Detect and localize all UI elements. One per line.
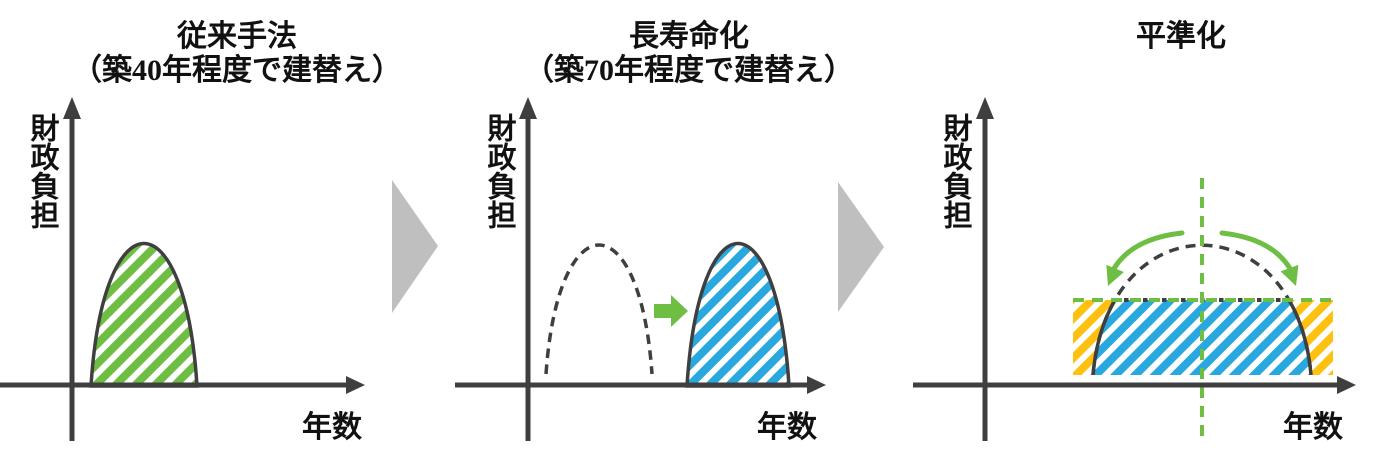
panel-title-line2: （築40年程度で建替え） bbox=[72, 54, 402, 87]
panel-conventional bbox=[0, 97, 365, 441]
y-axis-arrowhead-icon bbox=[63, 97, 81, 119]
y-axis-label: 財政負担 bbox=[26, 113, 58, 229]
shift-right-arrow-icon bbox=[654, 295, 688, 327]
panel-title-leveling: 平準化 bbox=[1136, 20, 1226, 54]
panel-title-conventional: 従来手法 （築40年程度で建替え） bbox=[72, 20, 402, 88]
x-axis-label: 年数 bbox=[757, 411, 817, 444]
panel-life-extension bbox=[455, 97, 826, 441]
y-axis-arrowhead-icon bbox=[519, 97, 537, 119]
cost-peak-blue-hatched bbox=[685, 241, 791, 388]
x-axis-arrowhead-icon bbox=[807, 376, 826, 394]
panel-title-line2: （築70年程度で建替え） bbox=[524, 54, 854, 87]
x-axis-label: 年数 bbox=[302, 411, 362, 444]
panel-title-life-extension: 長寿命化 （築70年程度で建替え） bbox=[524, 20, 854, 88]
panel-title-line1: 従来手法 bbox=[177, 20, 297, 53]
panel-leveling bbox=[913, 97, 1356, 443]
original-peak-solid-in-band bbox=[1091, 300, 1313, 375]
spread-right-arrowhead-icon bbox=[1280, 264, 1299, 286]
previous-peak-dashed-outline bbox=[544, 243, 654, 375]
panel-title-line1: 長寿命化 bbox=[629, 20, 749, 53]
spread-right-arc bbox=[1219, 230, 1296, 277]
y-axis-arrowhead-icon bbox=[976, 97, 994, 119]
step-arrow-1-icon bbox=[392, 180, 438, 313]
cost-peak-green-hatched bbox=[89, 241, 199, 388]
x-axis-arrowhead-icon bbox=[1337, 376, 1356, 394]
step-arrow-2-icon bbox=[838, 182, 884, 312]
y-axis-label: 財政負担 bbox=[483, 113, 515, 229]
x-axis-label: 年数 bbox=[1283, 411, 1343, 444]
spread-left-arrowhead-icon bbox=[1106, 264, 1124, 286]
x-axis-arrowhead-icon bbox=[346, 376, 365, 394]
spread-left-arc bbox=[1108, 230, 1185, 277]
y-axis-label: 財政負担 bbox=[939, 113, 971, 229]
panel-title-line1: 平準化 bbox=[1136, 20, 1226, 53]
